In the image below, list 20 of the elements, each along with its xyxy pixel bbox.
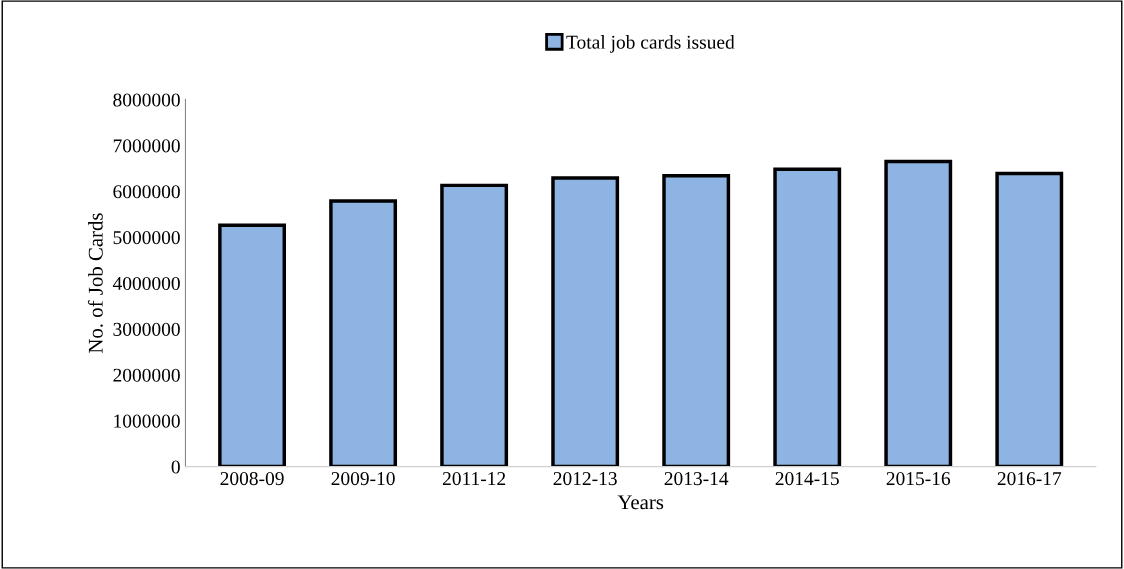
y-tick-label: 2000000 xyxy=(113,368,180,382)
y-tick-label: 4000000 xyxy=(112,276,180,291)
y-tick-label: 1000000 xyxy=(114,414,180,428)
x-tick-label: 2008-09 xyxy=(220,472,284,486)
y-tick-label: 0 xyxy=(171,460,180,474)
y-tick-label: 8000000 xyxy=(113,93,180,107)
y-axis-title: No. of Job Cards xyxy=(87,213,103,354)
x-axis-title: Years xyxy=(617,495,664,510)
y-tick-label: 3000000 xyxy=(113,322,180,336)
x-tick-label: 2016-17 xyxy=(997,472,1062,486)
y-tick-label: 6000000 xyxy=(113,185,180,199)
y-tick-label: 7000000 xyxy=(113,139,180,153)
x-tick-label: 2015-16 xyxy=(886,472,951,486)
legend-label: Total job cards issued xyxy=(566,35,735,53)
x-tick-label: 2012-13 xyxy=(553,472,617,486)
x-tick-label: 2014-15 xyxy=(775,472,839,486)
x-tick-label: 2011-12 xyxy=(442,472,506,486)
y-tick-label: 5000000 xyxy=(113,231,180,245)
x-tick-label: 2013-14 xyxy=(664,472,729,486)
x-tick-label: 2009-10 xyxy=(331,472,395,486)
